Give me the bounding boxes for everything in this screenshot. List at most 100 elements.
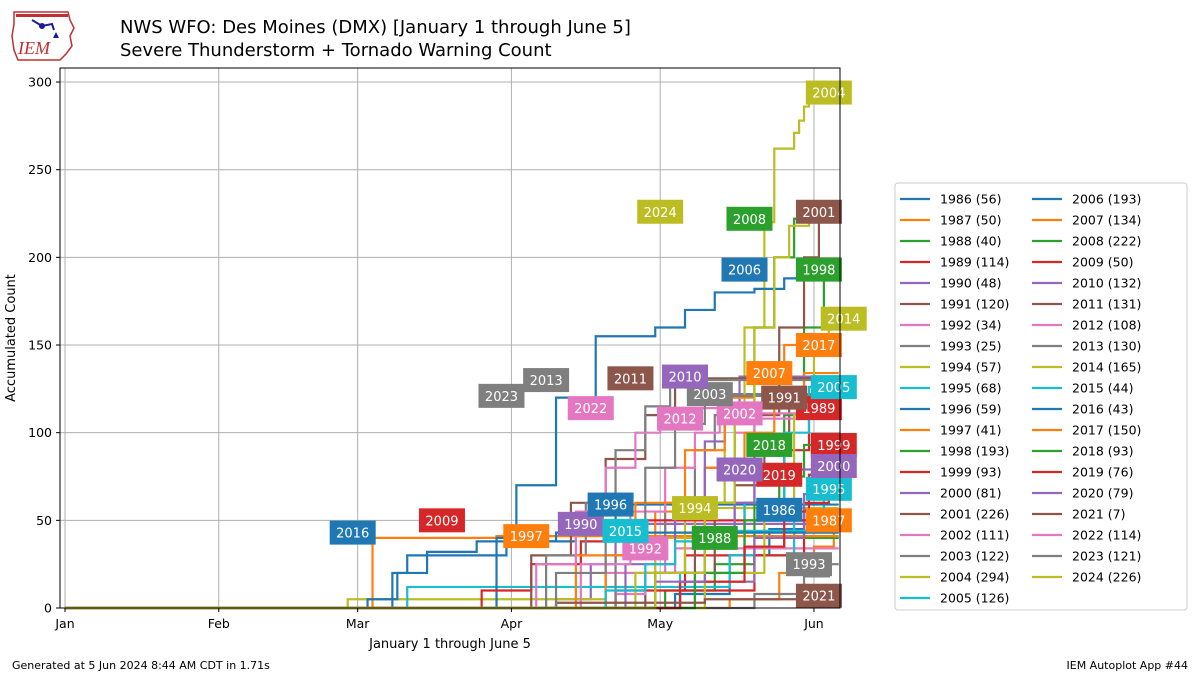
tag-label-2016: 2016 — [336, 527, 369, 542]
tag-label-1997: 1997 — [510, 530, 543, 545]
chart-title: NWS WFO: Des Moines (DMX) [January 1 thr… — [120, 17, 631, 38]
legend-entry-1988: 1988 (40) — [940, 234, 1001, 249]
x-tick-label: Jan — [54, 616, 74, 631]
tag-label-1998: 1998 — [802, 264, 835, 279]
tag-box-2019 — [756, 462, 803, 487]
tag-label-2003: 2003 — [693, 388, 726, 403]
legend-entry-1991: 1991 (120) — [940, 297, 1009, 312]
tag-box-1998 — [795, 257, 842, 282]
tag-label-2010: 2010 — [668, 371, 701, 386]
legend-entry-2001: 2001 (226) — [940, 507, 1009, 522]
tag-label-1999: 1999 — [817, 439, 850, 454]
tag-label-1986: 1986 — [763, 504, 796, 519]
tag-label-2004: 2004 — [812, 87, 845, 102]
legend-entry-2018: 2018 (93) — [1072, 444, 1133, 459]
tag-label-2018: 2018 — [753, 439, 786, 454]
tag-box-1993 — [786, 552, 832, 577]
tag-label-2008: 2008 — [733, 213, 766, 228]
legend-entry-2006: 2006 (193) — [1072, 192, 1141, 207]
tag-box-1991 — [761, 385, 808, 410]
y-tick-label: 0 — [44, 601, 52, 616]
tag-box-1994 — [671, 496, 718, 521]
tag-box-1995 — [805, 476, 852, 501]
legend-entry-1992: 1992 (34) — [940, 318, 1001, 333]
tag-label-1990: 1990 — [564, 518, 597, 533]
series-line-1998 — [65, 268, 839, 610]
legend-entry-2024: 2024 (226) — [1072, 570, 1141, 585]
x-axis-ticks: Jan Feb Mar Apr May Jun — [54, 608, 824, 631]
tag-box-2012 — [657, 406, 704, 431]
tag-label-1988: 1988 — [698, 532, 731, 547]
tag-box-1997 — [503, 524, 550, 549]
legend-entry-1989: 1989 (114) — [940, 255, 1009, 270]
y-tick-label: 50 — [36, 513, 52, 528]
tag-box-2007 — [746, 361, 793, 386]
tag-label-2022: 2022 — [574, 402, 607, 417]
tag-box-1996 — [587, 492, 634, 517]
legend-entry-2022: 2022 (114) — [1072, 528, 1141, 543]
tag-label-1993: 1993 — [792, 558, 825, 573]
legend-entry-2011: 2011 (131) — [1072, 297, 1141, 312]
tag-label-2024: 2024 — [644, 206, 677, 221]
tag-box-2009 — [418, 508, 465, 533]
legend: 1986 (56) 1987 (50) 1988 (40) 1989 (114) 199… — [900, 192, 1141, 606]
legend-entry-2007: 2007 (134) — [1072, 213, 1141, 228]
tag-label-2012: 2012 — [663, 413, 696, 428]
tag-label-2019: 2019 — [763, 469, 796, 484]
legend-entry-1987: 1987 (50) — [940, 213, 1001, 228]
footer-app: IEM Autoplot App #44 — [1066, 659, 1189, 672]
legend-entry-2005: 2005 (126) — [940, 591, 1009, 606]
tag-box-2015 — [602, 518, 649, 543]
y-tick-label: 150 — [28, 338, 52, 353]
tag-label-2015: 2015 — [609, 525, 642, 540]
x-tick-label: Jun — [803, 616, 824, 631]
tag-box-1990 — [557, 511, 604, 536]
tag-label-2006: 2006 — [728, 264, 761, 279]
tag-box-2004 — [805, 80, 852, 105]
legend-entry-2016: 2016 (43) — [1072, 402, 1133, 417]
y-tick-label: 300 — [28, 75, 52, 90]
series-line-2003 — [65, 393, 839, 610]
legend-box — [894, 182, 1188, 611]
tag-box-2006 — [721, 257, 768, 282]
tag-label-2000: 2000 — [817, 460, 850, 475]
legend-entry-2017: 2017 (150) — [1072, 423, 1141, 438]
tag-box-2022 — [567, 396, 614, 421]
legend-entry-1993: 1993 (25) — [940, 339, 1001, 354]
tag-label-1995: 1995 — [812, 483, 845, 498]
legend-entry-2008: 2008 (222) — [1072, 234, 1141, 249]
legend-entry-1986: 1986 (56) — [940, 192, 1001, 207]
y-axis-ticks: 0 50 100 150 200 250 300 — [28, 75, 60, 616]
footer-generated: Generated at 5 Jun 2024 8:44 AM CDT in 1… — [12, 659, 270, 672]
legend-entry-1994: 1994 (57) — [940, 360, 1001, 375]
tag-box-2020 — [716, 457, 763, 482]
series-line-2006 — [65, 268, 839, 610]
legend-entry-1999: 1999 (93) — [940, 465, 1001, 480]
tag-label-1987: 1987 — [812, 514, 845, 529]
tag-label-1991: 1991 — [768, 392, 801, 407]
tag-label-1989: 1989 — [802, 402, 835, 417]
tag-box-2017 — [795, 333, 842, 358]
tag-label-2014: 2014 — [827, 313, 860, 328]
legend-entry-2004: 2004 (294) — [940, 570, 1009, 585]
y-tick-label: 100 — [28, 425, 52, 440]
chart-subtitle: Severe Thunderstorm + Tornado Warning Co… — [120, 40, 552, 61]
x-axis-label: January 1 through June 5 — [368, 637, 531, 652]
legend-entry-2013: 2013 (130) — [1072, 339, 1141, 354]
series-line-2021 — [65, 594, 839, 610]
legend-entry-1995: 1995 (68) — [940, 381, 1001, 396]
legend-entry-2014: 2014 (165) — [1072, 360, 1141, 375]
legend-entry-2020: 2020 (79) — [1072, 486, 1133, 501]
tag-label-2021: 2021 — [802, 590, 835, 605]
legend-entry-1990: 1990 (48) — [940, 276, 1001, 291]
legend-entry-2012: 2012 (108) — [1072, 318, 1141, 333]
tag-box-2011 — [607, 366, 654, 391]
tag-box-1986 — [756, 497, 803, 522]
tag-box-2005 — [810, 375, 857, 400]
tag-label-1996: 1996 — [594, 499, 627, 514]
tag-label-2011: 2011 — [614, 372, 647, 387]
tag-label-2001: 2001 — [802, 206, 835, 221]
tag-label-2007: 2007 — [753, 367, 786, 382]
tag-box-2018 — [746, 432, 793, 457]
x-tick-label: Feb — [208, 616, 230, 631]
